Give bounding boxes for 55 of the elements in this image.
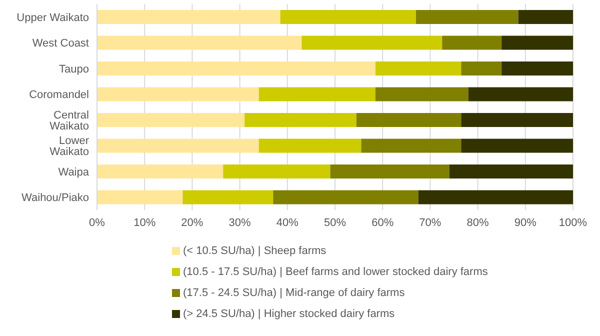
bar: [356, 113, 462, 127]
bar: [442, 36, 502, 50]
x-tick-label: 0%: [89, 216, 106, 229]
bar: [502, 36, 573, 50]
legend-label: (10.5 - 17.5 SU/ha) | Beef farms and lower stocked dairy farms: [183, 266, 488, 278]
y-tick-label: Waihou/Piako: [22, 192, 89, 204]
bar: [97, 113, 245, 127]
legend-label: (17.5 - 24.5 SU/ha) | Mid-range of dairy farms: [183, 286, 405, 298]
x-tick-label: 20%: [181, 216, 204, 229]
bar: [258, 138, 362, 153]
x-tick-label: 60%: [372, 216, 394, 229]
bar: [258, 87, 376, 102]
x-tick-label: 100%: [558, 216, 588, 229]
bar: [416, 10, 518, 24]
bar: [330, 164, 450, 178]
bar: [375, 87, 468, 102]
x-tick-label: 30%: [228, 216, 252, 229]
x-tick-label: 40%: [276, 216, 299, 229]
bar: [97, 36, 302, 50]
x-tick-label: 90%: [514, 216, 537, 229]
x-tick-label: 50%: [324, 216, 346, 229]
bar: [280, 10, 416, 24]
bar: [461, 138, 573, 153]
bar: [97, 10, 280, 24]
y-tick-label: Waipa: [58, 166, 90, 178]
y-tick-label: Upper Waikato: [16, 12, 89, 24]
bar: [518, 10, 573, 24]
bar: [502, 62, 573, 76]
bar: [418, 190, 573, 204]
bar: [244, 113, 356, 127]
bar: [302, 36, 442, 50]
bar: [97, 87, 259, 102]
y-tick-label: Coromandel: [29, 89, 89, 102]
bar: [461, 62, 502, 76]
y-tick-label: Taupo: [59, 63, 89, 76]
legend-label: (< 10.5 SU/ha) | Sheep farms: [183, 244, 326, 256]
x-tick-label: 70%: [419, 216, 442, 229]
y-tick-label: West Coast: [32, 38, 89, 50]
bar: [375, 62, 462, 76]
x-tick-label: 10%: [134, 216, 156, 229]
y-tick-label: Central Waikato: [50, 109, 89, 132]
legend-label: (> 24.5 SU/ha) | Higher stocked dairy farms: [183, 308, 395, 320]
bar: [449, 164, 573, 178]
bar: [468, 87, 573, 102]
x-tick-label: 80%: [466, 216, 490, 229]
y-tick-label: Lower Waikato: [50, 135, 90, 158]
bar: [97, 62, 376, 76]
bar: [361, 138, 462, 153]
bar: [97, 190, 183, 204]
bar: [97, 164, 224, 178]
bar: [97, 138, 259, 153]
bar: [223, 164, 330, 178]
bar: [273, 190, 418, 204]
bar: [182, 190, 274, 204]
bar: [461, 113, 573, 127]
